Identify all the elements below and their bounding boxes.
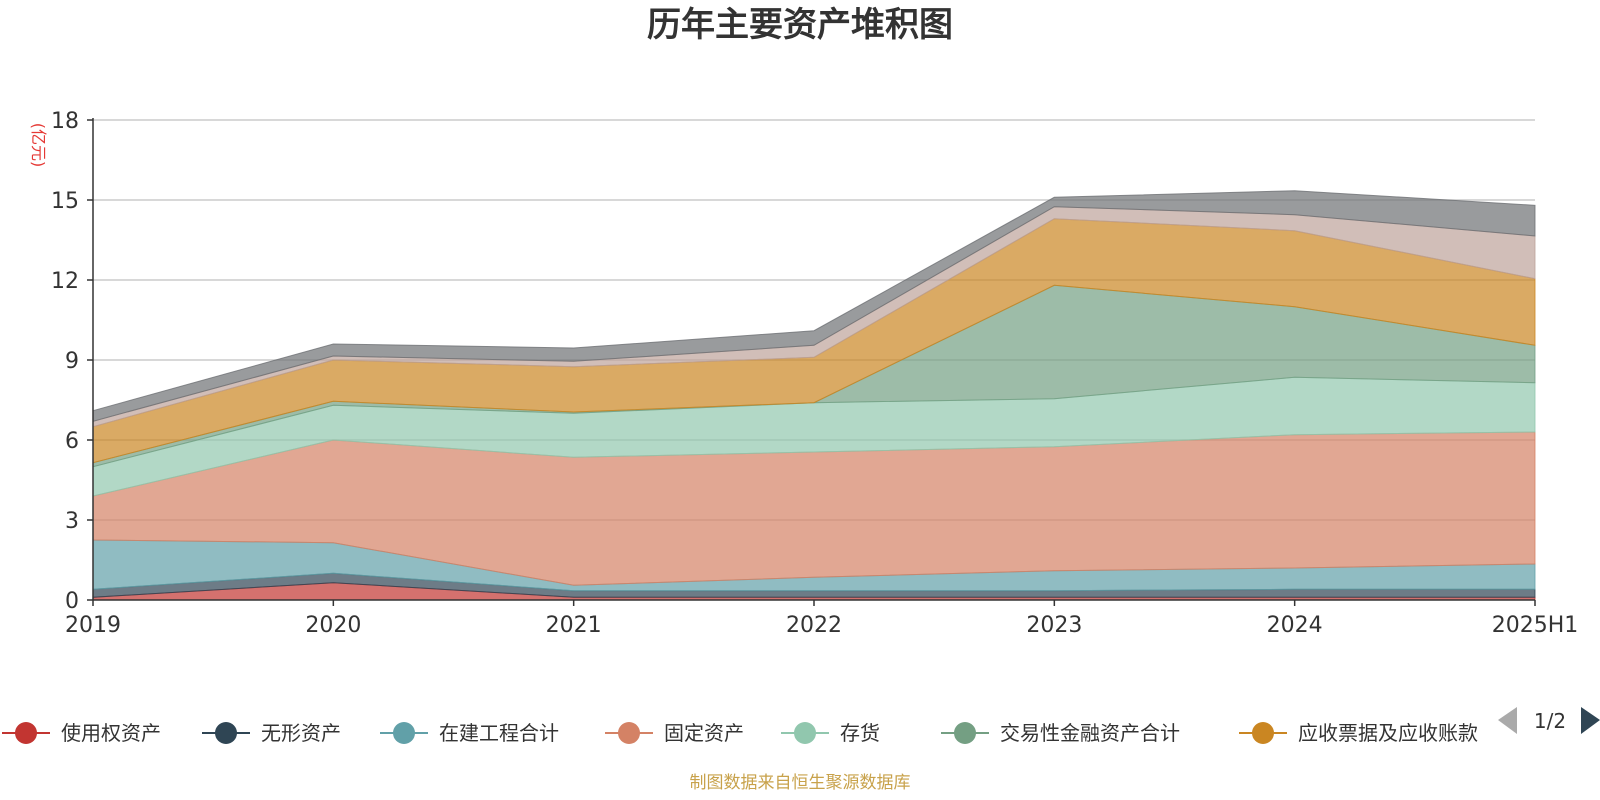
legend: 使用权资产 无形资产 在建工程合计 固定资产 存货 交易性金融资产合计 应收票据及应收账款 bbox=[2, 721, 1478, 745]
y-tick-label: 3 bbox=[65, 509, 79, 534]
legend-item[interactable]: 无形资产 bbox=[202, 721, 341, 745]
y-tick-label: 15 bbox=[51, 189, 79, 214]
legend-marker-icon bbox=[618, 722, 640, 744]
legend-marker-icon bbox=[215, 722, 237, 744]
y-tick-label: 12 bbox=[51, 269, 79, 294]
legend-label: 使用权资产 bbox=[61, 721, 161, 745]
y-tick-label: 9 bbox=[65, 349, 79, 374]
legend-pager: 1/2 bbox=[1498, 707, 1600, 734]
legend-item[interactable]: 交易性金融资产合计 bbox=[941, 721, 1180, 745]
x-tick-label: 2019 bbox=[65, 613, 121, 638]
legend-label: 应收票据及应收账款 bbox=[1298, 721, 1478, 745]
legend-item[interactable]: 固定资产 bbox=[605, 721, 744, 745]
x-tick-label: 2022 bbox=[786, 613, 842, 638]
legend-item[interactable]: 应收票据及应收账款 bbox=[1239, 721, 1478, 745]
legend-item[interactable]: 在建工程合计 bbox=[380, 721, 559, 745]
areas bbox=[92, 190, 1536, 601]
legend-marker-icon bbox=[1252, 722, 1274, 744]
legend-label: 固定资产 bbox=[664, 721, 744, 745]
legend-label: 存货 bbox=[840, 721, 880, 745]
y-tick-label: 0 bbox=[65, 589, 79, 614]
y-tick-label: 18 bbox=[51, 109, 79, 134]
legend-label: 无形资产 bbox=[261, 721, 341, 745]
legend-label: 交易性金融资产合计 bbox=[1000, 721, 1180, 745]
x-tick-label: 2023 bbox=[1026, 613, 1082, 638]
data-source-note: 制图数据来自恒生聚源数据库 bbox=[690, 773, 911, 793]
x-tick-label: 2025H1 bbox=[1492, 613, 1579, 638]
area-series-9 bbox=[92, 190, 1536, 422]
x-tick-label: 2020 bbox=[305, 613, 361, 638]
x-tick-label: 2024 bbox=[1267, 613, 1323, 638]
x-tick-label: 2021 bbox=[546, 613, 602, 638]
legend-next-page-icon[interactable] bbox=[1581, 707, 1600, 734]
legend-marker-icon bbox=[15, 722, 37, 744]
legend-prev-page-icon[interactable] bbox=[1498, 707, 1517, 734]
chart-title: 历年主要资产堆积图 bbox=[647, 5, 953, 45]
y-tick-label: 6 bbox=[65, 429, 79, 454]
legend-label: 在建工程合计 bbox=[439, 721, 559, 745]
legend-item[interactable]: 使用权资产 bbox=[2, 721, 161, 745]
legend-item[interactable]: 存货 bbox=[781, 721, 880, 745]
legend-marker-icon bbox=[954, 722, 976, 744]
legend-page-indicator: 1/2 bbox=[1534, 709, 1566, 733]
legend-marker-icon bbox=[393, 722, 415, 744]
y-axis-unit: (亿元) bbox=[29, 123, 48, 168]
axes: 0 3 6 9 12 15 18 2019 2020 2021 2022 2023 2024 2025H1 bbox=[51, 109, 1578, 638]
legend-marker-icon bbox=[794, 722, 816, 744]
